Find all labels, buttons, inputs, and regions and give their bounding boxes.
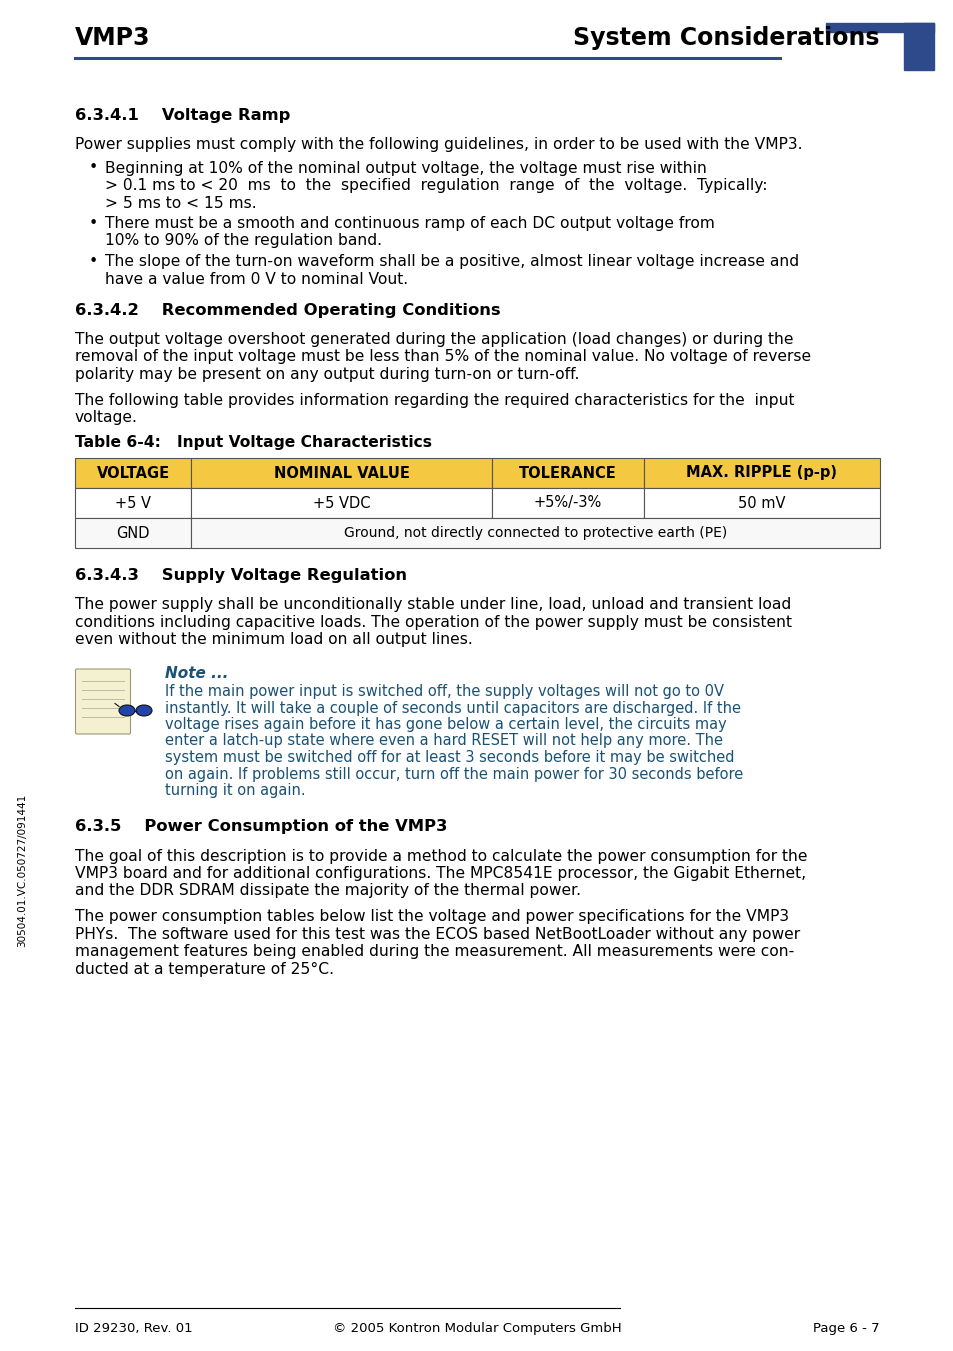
Text: conditions including capacitive loads. The operation of the power supply must be: conditions including capacitive loads. T… — [75, 615, 791, 630]
Bar — [191, 488, 492, 517]
Text: ID 29230, Rev. 01: ID 29230, Rev. 01 — [75, 1323, 193, 1335]
Text: system must be switched off for at least 3 seconds before it may be switched: system must be switched off for at least… — [165, 750, 734, 765]
Text: TOLERANCE: TOLERANCE — [518, 466, 617, 481]
Text: enter a latch-up state where even a hard RESET will not help any more. The: enter a latch-up state where even a hard… — [165, 734, 722, 748]
Text: 6.3.5    Power Consumption of the VMP3: 6.3.5 Power Consumption of the VMP3 — [75, 820, 447, 835]
Text: removal of the input voltage must be less than 5% of the nominal value. No volta: removal of the input voltage must be les… — [75, 350, 810, 365]
Text: VOLTAGE: VOLTAGE — [96, 466, 170, 481]
Ellipse shape — [119, 705, 135, 716]
Bar — [75, 488, 191, 517]
Text: > 5 ms to < 15 ms.: > 5 ms to < 15 ms. — [105, 196, 256, 211]
Text: The output voltage overshoot generated during the application (load changes) or : The output voltage overshoot generated d… — [75, 332, 793, 347]
Bar — [643, 488, 879, 517]
Text: Power supplies must comply with the following guidelines, in order to be used wi: Power supplies must comply with the foll… — [75, 136, 801, 153]
Text: NOMINAL VALUE: NOMINAL VALUE — [274, 466, 409, 481]
Text: management features being enabled during the measurement. All measurements were : management features being enabled during… — [75, 944, 794, 959]
Text: +5 VDC: +5 VDC — [313, 496, 370, 511]
Text: If the main power input is switched off, the supply voltages will not go to 0V: If the main power input is switched off,… — [165, 684, 723, 698]
Text: MAX. RIPPLE (p-p): MAX. RIPPLE (p-p) — [686, 466, 837, 481]
Text: VMP3 board and for additional configurations. The MPC8541E processor, the Gigabi: VMP3 board and for additional configurat… — [75, 866, 805, 881]
Text: +5 V: +5 V — [115, 496, 151, 511]
Text: instantly. It will take a couple of seconds until capacitors are discharged. If : instantly. It will take a couple of seco… — [165, 701, 740, 716]
Text: The goal of this description is to provide a method to calculate the power consu: The goal of this description is to provi… — [75, 848, 806, 863]
Text: Page 6 - 7: Page 6 - 7 — [813, 1323, 879, 1335]
Text: 6.3.4.1    Voltage Ramp: 6.3.4.1 Voltage Ramp — [75, 108, 290, 123]
Text: 30504.01.VC.050727/091441: 30504.01.VC.050727/091441 — [17, 793, 27, 947]
Bar — [492, 488, 643, 517]
Text: Beginning at 10% of the nominal output voltage, the voltage must rise within: Beginning at 10% of the nominal output v… — [105, 161, 706, 176]
Text: •: • — [89, 161, 98, 176]
Text: polarity may be present on any output during turn-on or turn-off.: polarity may be present on any output du… — [75, 367, 578, 382]
Text: 10% to 90% of the regulation band.: 10% to 90% of the regulation band. — [105, 234, 381, 249]
Text: 6.3.4.2    Recommended Operating Conditions: 6.3.4.2 Recommended Operating Conditions — [75, 303, 500, 317]
Text: PHYs.  The software used for this test was the ECOS based NetBootLoader without : PHYs. The software used for this test wa… — [75, 927, 800, 942]
Text: Table 6-4:   Input Voltage Characteristics: Table 6-4: Input Voltage Characteristics — [75, 435, 432, 450]
Text: The following table provides information regarding the required characteristics : The following table provides information… — [75, 393, 794, 408]
Text: even without the minimum load on all output lines.: even without the minimum load on all out… — [75, 632, 473, 647]
Text: Ground, not directly connected to protective earth (PE): Ground, not directly connected to protec… — [343, 526, 726, 540]
Text: turning it on again.: turning it on again. — [165, 784, 305, 798]
Text: •: • — [89, 254, 98, 269]
Text: Note ...: Note ... — [165, 666, 228, 681]
Text: System Considerations: System Considerations — [573, 26, 879, 50]
Text: 50 mV: 50 mV — [738, 496, 785, 511]
Text: +5%/-3%: +5%/-3% — [534, 496, 601, 511]
Bar — [75, 517, 191, 549]
Text: > 0.1 ms to < 20  ms  to  the  specified  regulation  range  of  the  voltage.  : > 0.1 ms to < 20 ms to the specified reg… — [105, 178, 767, 193]
Text: There must be a smooth and continuous ramp of each DC output voltage from: There must be a smooth and continuous ra… — [105, 216, 714, 231]
Text: •: • — [89, 216, 98, 231]
Text: ducted at a temperature of 25°C.: ducted at a temperature of 25°C. — [75, 962, 334, 977]
Text: 6.3.4.3    Supply Voltage Regulation: 6.3.4.3 Supply Voltage Regulation — [75, 567, 407, 584]
Text: VMP3: VMP3 — [75, 26, 151, 50]
Text: The power consumption tables below list the voltage and power specifications for: The power consumption tables below list … — [75, 909, 788, 924]
Text: on again. If problems still occur, turn off the main power for 30 seconds before: on again. If problems still occur, turn … — [165, 766, 742, 781]
Text: have a value from 0 V to nominal Vout.: have a value from 0 V to nominal Vout. — [105, 272, 408, 286]
Text: and the DDR SDRAM dissipate the majority of the thermal power.: and the DDR SDRAM dissipate the majority… — [75, 884, 580, 898]
Bar — [191, 517, 879, 549]
Text: voltage.: voltage. — [75, 409, 138, 426]
Bar — [492, 458, 643, 488]
FancyBboxPatch shape — [75, 669, 131, 734]
Bar — [75, 458, 191, 488]
Bar — [643, 458, 879, 488]
Ellipse shape — [136, 705, 152, 716]
Text: © 2005 Kontron Modular Computers GmbH: © 2005 Kontron Modular Computers GmbH — [333, 1323, 620, 1335]
Text: GND: GND — [116, 526, 150, 540]
Text: voltage rises again before it has gone below a certain level, the circuits may: voltage rises again before it has gone b… — [165, 717, 726, 732]
Text: The power supply shall be unconditionally stable under line, load, unload and tr: The power supply shall be unconditionall… — [75, 597, 790, 612]
Bar — [191, 458, 492, 488]
Bar — [825, 23, 933, 32]
Bar — [903, 23, 933, 70]
Text: The slope of the turn-on waveform shall be a positive, almost linear voltage inc: The slope of the turn-on waveform shall … — [105, 254, 799, 269]
